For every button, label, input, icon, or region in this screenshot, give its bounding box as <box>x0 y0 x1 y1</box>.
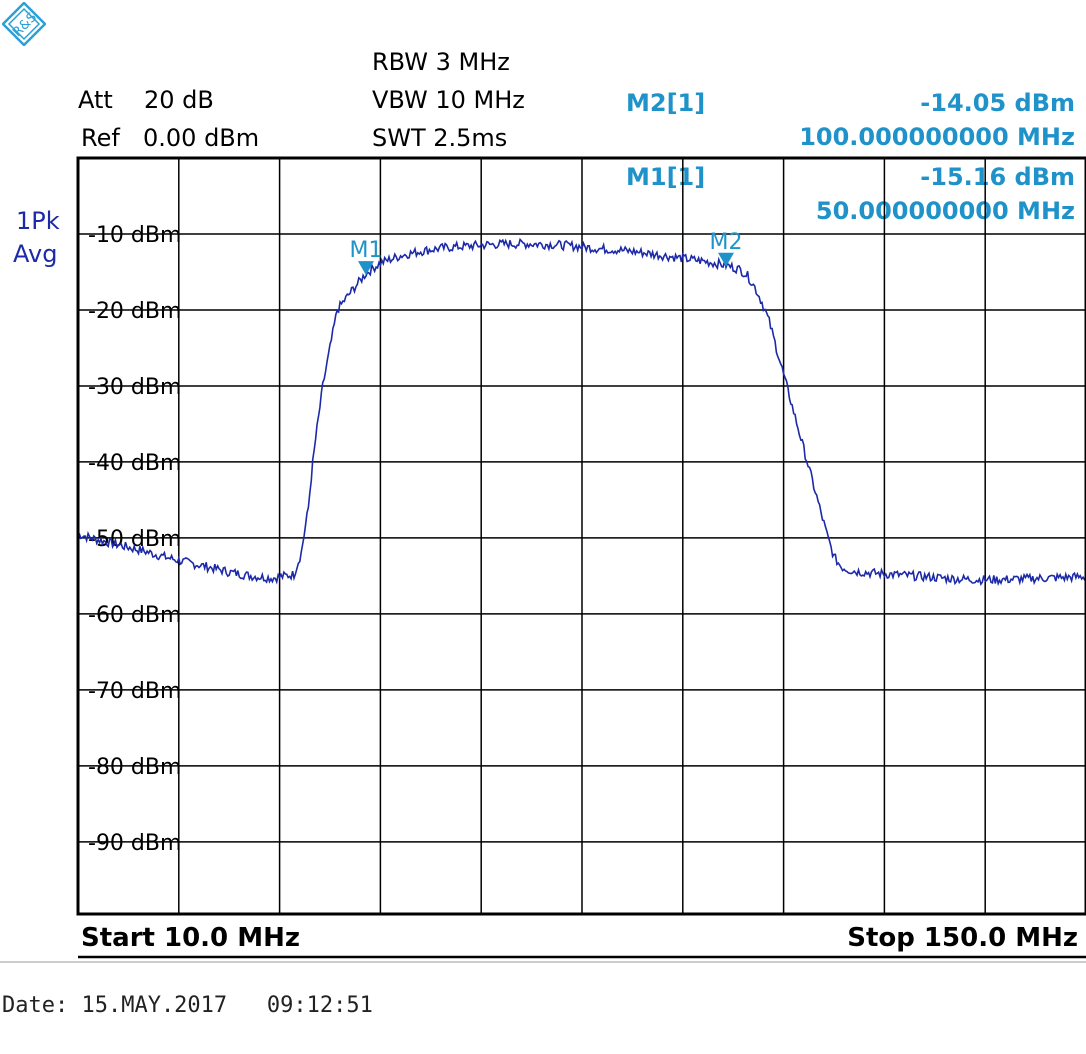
marker-label-m1: M1 <box>350 238 383 263</box>
trace-mode-1pk: 1Pk <box>16 207 60 235</box>
y-tick-label: -30 dBm <box>88 375 181 400</box>
vbw-setting: VBW 10 MHz <box>372 86 525 114</box>
date-timestamp: Date: 15.MAY.2017 09:12:51 <box>2 993 373 1018</box>
marker-triangle-m1 <box>358 261 374 276</box>
marker-m1-level: -15.16 dBm <box>920 163 1075 191</box>
marker-m2-level: -14.05 dBm <box>920 89 1075 117</box>
marker-symbols: M2 M1 <box>350 230 743 276</box>
swt-setting: SWT 2.5ms <box>372 124 508 152</box>
rbw-setting: RBW 3 MHz <box>372 48 510 76</box>
att-label: Att <box>78 86 113 114</box>
trace-mode-avg: Avg <box>13 240 58 268</box>
y-tick-label: -40 dBm <box>88 451 181 476</box>
marker-m1-id: M1[1] <box>626 163 706 191</box>
y-tick-label: -80 dBm <box>88 755 181 780</box>
marker-m1-frequency: 50.000000000 MHz <box>815 197 1075 225</box>
y-tick-labels: -10 dBm-20 dBm-30 dBm-40 dBm-50 dBm-60 d… <box>88 223 181 856</box>
marker-m2-frequency: 100.000000000 MHz <box>799 123 1075 151</box>
y-tick-label: -10 dBm <box>88 223 181 248</box>
rohde-schwarz-logo-icon: R&S <box>2 2 46 46</box>
att-value: 20 dB <box>144 86 214 114</box>
stop-frequency: Stop 150.0 MHz <box>847 923 1078 953</box>
grid-lines <box>78 158 1086 914</box>
y-tick-label: -60 dBm <box>88 603 181 628</box>
plot-frame <box>76 156 1086 916</box>
spectrum-trace-line <box>77 237 1086 587</box>
marker-triangle-m2 <box>718 252 734 267</box>
start-frequency: Start 10.0 MHz <box>81 923 300 953</box>
ref-label: Ref <box>81 124 120 152</box>
y-tick-label: -70 dBm <box>88 679 181 704</box>
ref-value: 0.00 dBm <box>143 124 260 152</box>
marker-m2-id: M2[1] <box>626 89 706 117</box>
marker-label-m2: M2 <box>710 230 743 255</box>
y-tick-label: -90 dBm <box>88 831 181 856</box>
y-tick-label: -20 dBm <box>88 299 181 324</box>
